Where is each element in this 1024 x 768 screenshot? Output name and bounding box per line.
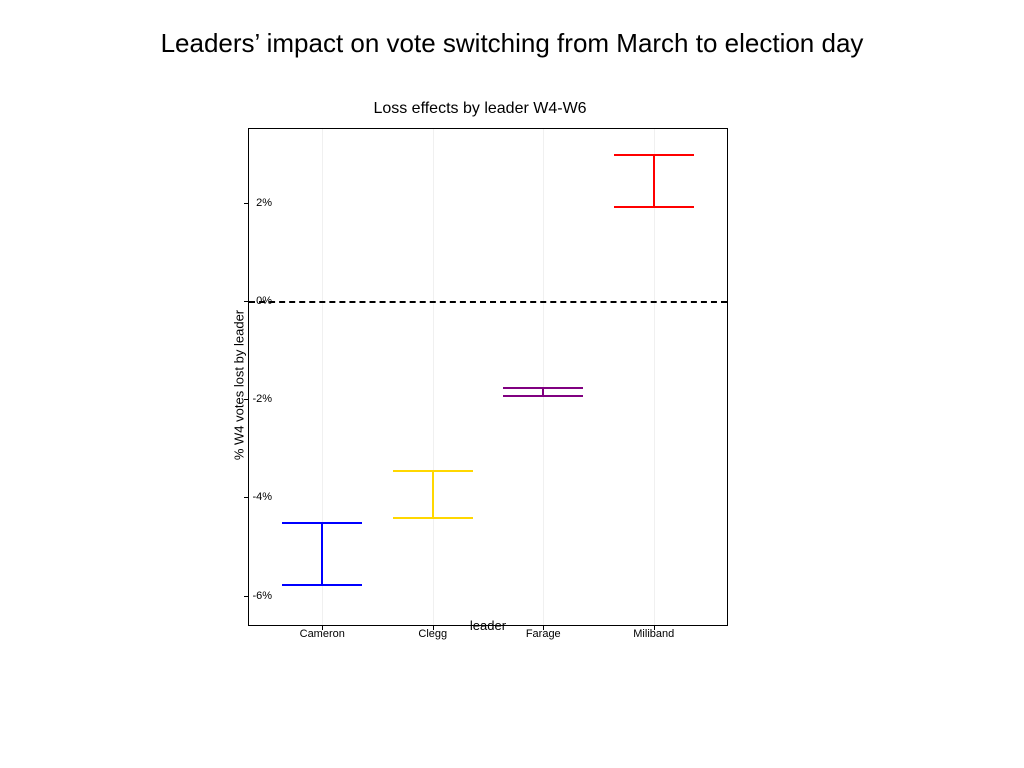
y-tick-label: 2% [256, 197, 272, 209]
errorbar-cap-top [282, 522, 362, 524]
errorbar-miliband [614, 154, 694, 208]
errorbar-cap-top [503, 387, 583, 389]
errorbar-cap-bottom [503, 395, 583, 397]
plot-area [248, 128, 728, 626]
y-tick-label: -4% [252, 491, 272, 503]
gridline [543, 129, 544, 625]
errorbar-farage [503, 387, 583, 397]
errorbar-clegg [393, 470, 473, 519]
y-tick [244, 203, 249, 204]
y-tick-label: -2% [252, 393, 272, 405]
y-tick [244, 497, 249, 498]
x-axis-label: leader [248, 618, 728, 633]
errorbar-cap-bottom [614, 206, 694, 208]
errorbar-stem [321, 522, 323, 586]
errorbar-cap-top [393, 470, 473, 472]
y-tick [244, 399, 249, 400]
gridline [433, 129, 434, 625]
errorbar-stem [432, 470, 434, 519]
errorbar-cap-top [614, 154, 694, 156]
zero-line [249, 301, 727, 303]
y-tick [244, 596, 249, 597]
errorbar-cap-bottom [393, 517, 473, 519]
chart-title: Loss effects by leader W4-W6 [200, 100, 760, 118]
errorbar-cameron [282, 522, 362, 586]
errorbar-cap-bottom [282, 584, 362, 586]
page-title: Leaders’ impact on vote switching from M… [0, 28, 1024, 59]
chart: Loss effects by leader W4-W6 % W4 votes … [200, 100, 760, 670]
y-axis-label: % W4 votes lost by leader [232, 310, 247, 460]
y-tick-label: -6% [252, 590, 272, 602]
errorbar-stem [653, 154, 655, 208]
slide: Leaders’ impact on vote switching from M… [0, 0, 1024, 768]
y-tick-label: 0% [256, 295, 272, 307]
